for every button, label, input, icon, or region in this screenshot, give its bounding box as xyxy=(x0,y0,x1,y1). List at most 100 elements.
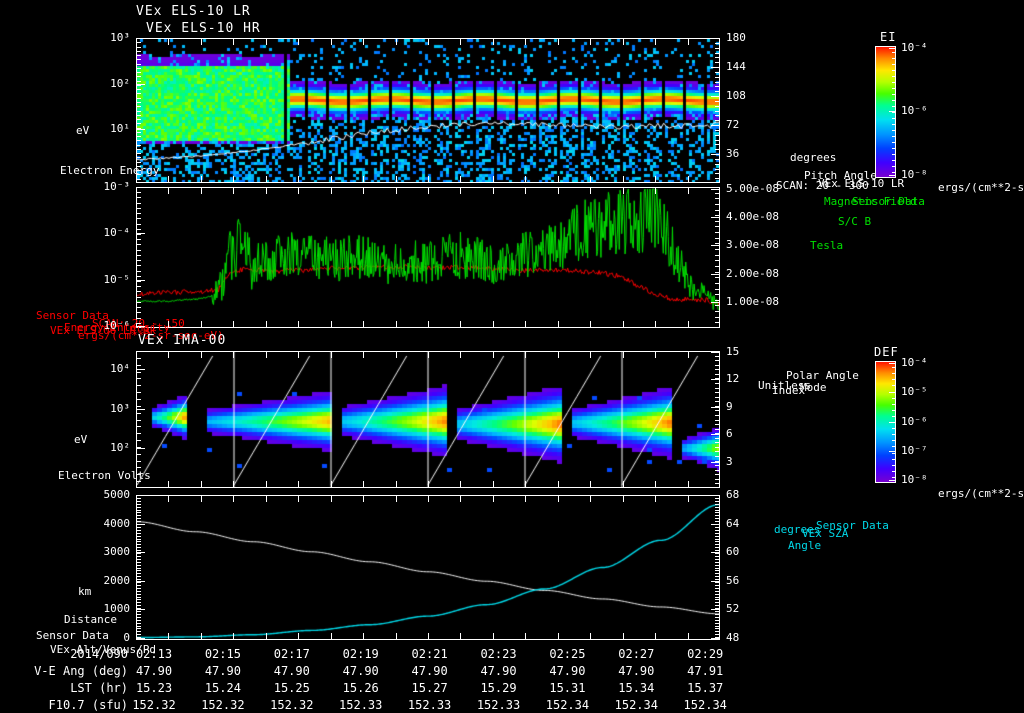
major-tick xyxy=(711,609,720,611)
minor-tick xyxy=(715,628,720,630)
cbar-minor-tick xyxy=(892,88,896,89)
minor-tick xyxy=(715,622,720,624)
cbar-minor-tick xyxy=(892,446,896,448)
x-major-tick xyxy=(590,481,592,488)
major-tick xyxy=(711,245,720,247)
panel1-right-tick: 108 xyxy=(726,89,746,102)
minor-tick xyxy=(136,453,141,455)
x-major-tick xyxy=(460,38,462,45)
minor-tick xyxy=(136,481,141,483)
minor-tick xyxy=(715,500,720,502)
minor-tick xyxy=(715,139,720,141)
minor-tick xyxy=(715,163,720,165)
panel2-left-tick: 10⁻⁵ xyxy=(103,272,131,286)
minor-tick xyxy=(136,140,141,142)
minor-tick xyxy=(136,197,141,199)
cbar-minor-tick xyxy=(892,379,896,381)
major-tick xyxy=(136,495,145,496)
minor-tick xyxy=(136,291,141,293)
cbar-minor-tick xyxy=(892,409,896,411)
major-tick xyxy=(711,406,720,408)
minor-tick xyxy=(715,282,720,284)
x-major-tick xyxy=(330,38,332,45)
minor-tick xyxy=(136,547,141,549)
bottom-table-cell: 47.90 xyxy=(204,664,241,678)
bottom-table-cell: 152.32 xyxy=(132,698,176,712)
minor-tick xyxy=(136,76,141,78)
x-major-tick xyxy=(492,351,494,358)
minor-tick xyxy=(136,178,141,180)
minor-tick xyxy=(136,371,141,373)
bottom-table-cell: 152.34 xyxy=(683,698,727,712)
minor-tick xyxy=(136,223,141,225)
minor-tick xyxy=(136,301,141,303)
minor-tick xyxy=(715,590,720,592)
x-major-tick xyxy=(168,633,170,640)
minor-tick xyxy=(136,628,141,630)
major-tick xyxy=(136,609,145,611)
x-major-tick xyxy=(395,351,397,358)
major-tick xyxy=(136,38,145,39)
minor-tick xyxy=(136,157,141,159)
major-tick xyxy=(136,325,145,327)
panel4-left-l2: VEx Alt/Venus/Pd xyxy=(50,643,156,656)
minor-tick xyxy=(715,378,720,380)
x-major-tick xyxy=(525,176,527,183)
minor-tick xyxy=(136,161,141,163)
x-major-tick xyxy=(363,633,365,640)
major-tick xyxy=(711,580,720,582)
minor-tick xyxy=(715,529,720,531)
x-major-tick xyxy=(655,495,657,502)
minor-tick xyxy=(715,154,720,155)
panel3-left-axis-units: eV xyxy=(74,433,88,446)
panel2-left-tick: 10⁻³ xyxy=(103,180,131,193)
panel-electron-energy-spectrogram[interactable] xyxy=(136,38,720,183)
minor-tick xyxy=(136,512,141,514)
minor-tick xyxy=(715,613,720,615)
panel-altitude-sza[interactable] xyxy=(136,495,720,640)
x-major-tick xyxy=(233,187,235,194)
x-major-tick xyxy=(265,495,267,502)
cbar-minor-tick xyxy=(892,415,896,417)
bottom-table-cell: 152.33 xyxy=(476,698,521,712)
minor-tick xyxy=(715,634,720,636)
minor-tick xyxy=(715,579,720,581)
cbar-minor-tick xyxy=(892,136,896,137)
minor-tick xyxy=(715,260,720,262)
x-major-tick xyxy=(492,481,494,488)
panel3-left-tick: 10² xyxy=(110,441,130,455)
panel4-right-l3: Angle xyxy=(788,539,822,552)
minor-tick xyxy=(136,234,141,235)
minor-tick xyxy=(136,593,141,595)
x-major-tick xyxy=(395,633,397,640)
panel2-right-l3: Magnetic Field xyxy=(824,195,917,208)
x-major-tick xyxy=(590,187,592,194)
minor-tick xyxy=(715,86,720,88)
minor-tick xyxy=(136,42,141,44)
bottom-table-cell: 02:27 xyxy=(618,647,655,661)
minor-tick xyxy=(136,385,141,387)
x-major-tick xyxy=(492,495,494,502)
x-major-tick xyxy=(233,351,235,358)
panel-ima-spectrogram[interactable] xyxy=(136,351,720,488)
minor-tick xyxy=(715,232,720,234)
minor-tick xyxy=(136,170,141,172)
x-major-tick xyxy=(200,176,202,183)
minor-tick xyxy=(136,398,141,400)
panel3-right-tick: 6 xyxy=(726,427,733,441)
cbar-minor-tick xyxy=(892,397,896,399)
panel3-right-l3: Index xyxy=(772,384,806,397)
x-major-tick xyxy=(233,481,235,488)
x-major-tick xyxy=(557,38,559,45)
x-major-tick xyxy=(428,38,429,45)
minor-tick xyxy=(715,392,720,394)
cbar-minor-tick xyxy=(892,403,896,405)
panel1-right-tick: 72 xyxy=(726,118,740,131)
minor-tick xyxy=(715,203,720,205)
minor-tick xyxy=(136,474,141,476)
minor-tick xyxy=(136,608,141,610)
minor-tick xyxy=(715,456,720,458)
panel4-left-tick: 3000 xyxy=(103,545,131,559)
cbar-minor-tick xyxy=(892,464,896,466)
cbar-minor-tick xyxy=(892,82,896,83)
